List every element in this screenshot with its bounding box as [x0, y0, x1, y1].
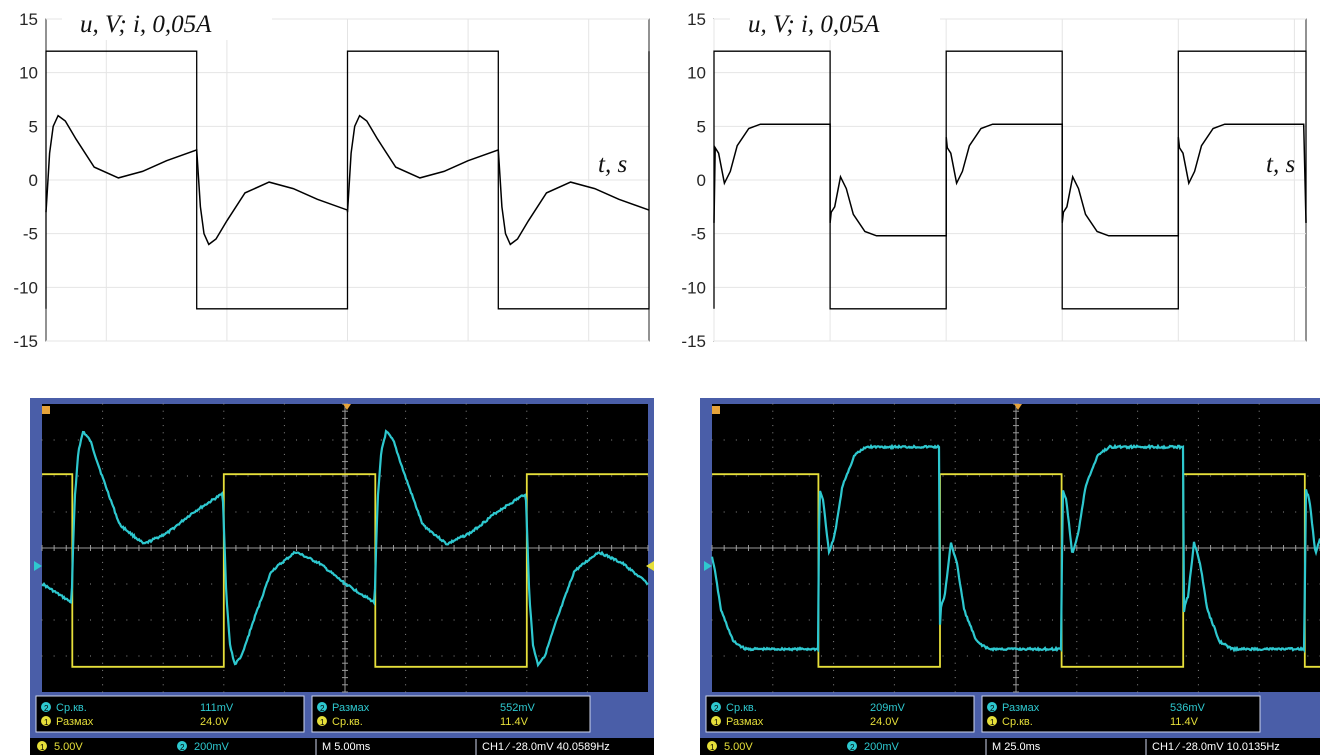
measure-2-label: Размах: [56, 716, 94, 728]
voltage-line-2: [713, 50, 1307, 310]
current-line-2: [713, 123, 1307, 237]
svg-text:1: 1: [40, 743, 45, 752]
voltage-line-1: [45, 50, 650, 310]
sim-chart-1: 0.03 0.04 0.05 0.06 0.07 15 10 5 0 -5 -10 -15 u, V;…: [13, 8, 650, 350]
measure-2-value: 24.0V: [870, 716, 899, 728]
trigger-info-2: CH1 ⁄ -28.0mV 10.0135Hz: [1152, 741, 1280, 753]
measure-panel-2b: [981, 695, 1261, 733]
svg-text:2: 2: [180, 743, 185, 752]
x-tick-label: 0.07: [572, 348, 605, 350]
svg-text:1: 1: [320, 718, 325, 727]
y-tick-label: 10: [19, 64, 38, 83]
scope-grid-2: [711, 403, 1320, 722]
trigger-pos-marker-1: [343, 404, 351, 410]
svg-text:2: 2: [320, 704, 325, 713]
x-tick-label: 0.35: [1278, 348, 1311, 350]
x-tick-label: 0.06: [452, 348, 485, 350]
y-annotation-1: u, V; i, 0,05A: [80, 11, 212, 38]
ch2-scale-1: 200mV: [194, 741, 230, 753]
y-tick-label: 0: [29, 171, 38, 190]
svg-text:1: 1: [714, 718, 719, 727]
y-tick-label: 10: [687, 64, 706, 83]
y-tick-label: 15: [687, 10, 706, 29]
measure-panel-1b: [311, 695, 591, 733]
y-tick-label: -15: [681, 332, 706, 350]
y-tick-label: -10: [13, 278, 38, 297]
x-tick-label: 0.3: [1166, 348, 1190, 350]
oscilloscope-1: 2 Ср.кв. 111mV 1 Размах 24.0V 2 Размах 5…: [30, 398, 654, 755]
y-tick-label: -15: [13, 332, 38, 350]
y-annotation-2: u, V; i, 0,05A: [748, 11, 880, 38]
svg-text:1: 1: [990, 718, 995, 727]
ch2-trace-1: [41, 429, 649, 668]
y-tick-label: -5: [23, 225, 38, 244]
svg-text:2: 2: [714, 704, 719, 713]
measure-4-value: 11.4V: [1170, 716, 1199, 728]
oscilloscope-2: 2 Ср.кв. 209mV 1 Размах 24.0V 2 Размах 5…: [700, 398, 1320, 755]
measure-3-label: Размах: [1002, 702, 1040, 714]
measure-2-label: Размах: [726, 716, 764, 728]
timebase-1: M 5.00ms: [322, 741, 371, 753]
measure-panel-2a: [705, 695, 975, 733]
ch1-scale-2: 5.00V: [724, 741, 753, 753]
x-annotation-2: t, s: [1266, 151, 1295, 178]
y-tick-label: 5: [697, 117, 706, 136]
y-tick-label: 5: [29, 117, 38, 136]
trigger-marker-1: [42, 406, 50, 414]
y-tick-label: 15: [19, 10, 38, 29]
measure-4-label: Ср.кв.: [1002, 716, 1033, 728]
sim-chart-2: 0.1 0.15 0.2 0.25 0.3 0.35 15 10 5 0 -5 -10 -15 u, V…: [681, 8, 1311, 350]
svg-text:1: 1: [710, 743, 715, 752]
x-tick-label: 0.2: [934, 348, 958, 350]
measure-4-value: 11.4V: [500, 716, 529, 728]
measure-3-value: 536mV: [1170, 702, 1206, 714]
trigger-level-marker-1: [646, 561, 654, 571]
x-tick-label: 0.1: [702, 348, 726, 350]
x-tick-label: 0.15: [814, 348, 847, 350]
scope-grid-1: [41, 403, 649, 722]
measure-1-label: Ср.кв.: [56, 702, 87, 714]
y-tick-label: 0: [697, 171, 706, 190]
measure-1-value: 209mV: [870, 702, 906, 714]
x-tick-label: 0.25: [1046, 348, 1079, 350]
x-annotation-1: t, s: [598, 151, 627, 178]
measure-3-label: Размах: [332, 702, 370, 714]
ch1-ground-marker-2: [704, 561, 712, 571]
ch2-trace-2: [710, 443, 1320, 654]
y-tick-label: -10: [681, 278, 706, 297]
svg-text:2: 2: [44, 704, 49, 713]
x-tick-label: 0.03: [90, 348, 123, 350]
trigger-info-1: CH1 ⁄ -28.0mV 40.0589Hz: [482, 741, 610, 753]
measure-3-value: 552mV: [500, 702, 536, 714]
measure-1-label: Ср.кв.: [726, 702, 757, 714]
measure-4-label: Ср.кв.: [332, 716, 363, 728]
timebase-2: M 25.0ms: [992, 741, 1041, 753]
ch1-ground-marker-1: [34, 561, 42, 571]
ticks-2: 0.1 0.15 0.2 0.25 0.3 0.35 15 10 5 0 -5 -10 -15: [681, 10, 1311, 350]
measure-1-value: 111mV: [200, 702, 234, 714]
measure-panel-1a: [35, 695, 305, 733]
measure-2-value: 24.0V: [200, 716, 229, 728]
current-line-1: [45, 114, 650, 246]
x-tick-label: 0.04: [210, 348, 243, 350]
trigger-pos-marker-2: [1014, 404, 1022, 410]
y-tick-label: -5: [691, 225, 706, 244]
trigger-marker-2: [712, 406, 720, 414]
x-tick-label: 0.05: [331, 348, 364, 350]
svg-text:1: 1: [44, 718, 49, 727]
ch2-scale-2: 200mV: [864, 741, 900, 753]
svg-text:2: 2: [850, 743, 855, 752]
svg-text:2: 2: [990, 704, 995, 713]
ch1-scale-1: 5.00V: [54, 741, 83, 753]
ticks-1: 0.03 0.04 0.05 0.06 0.07 15 10 5 0 -5 -10 -15: [13, 10, 605, 350]
